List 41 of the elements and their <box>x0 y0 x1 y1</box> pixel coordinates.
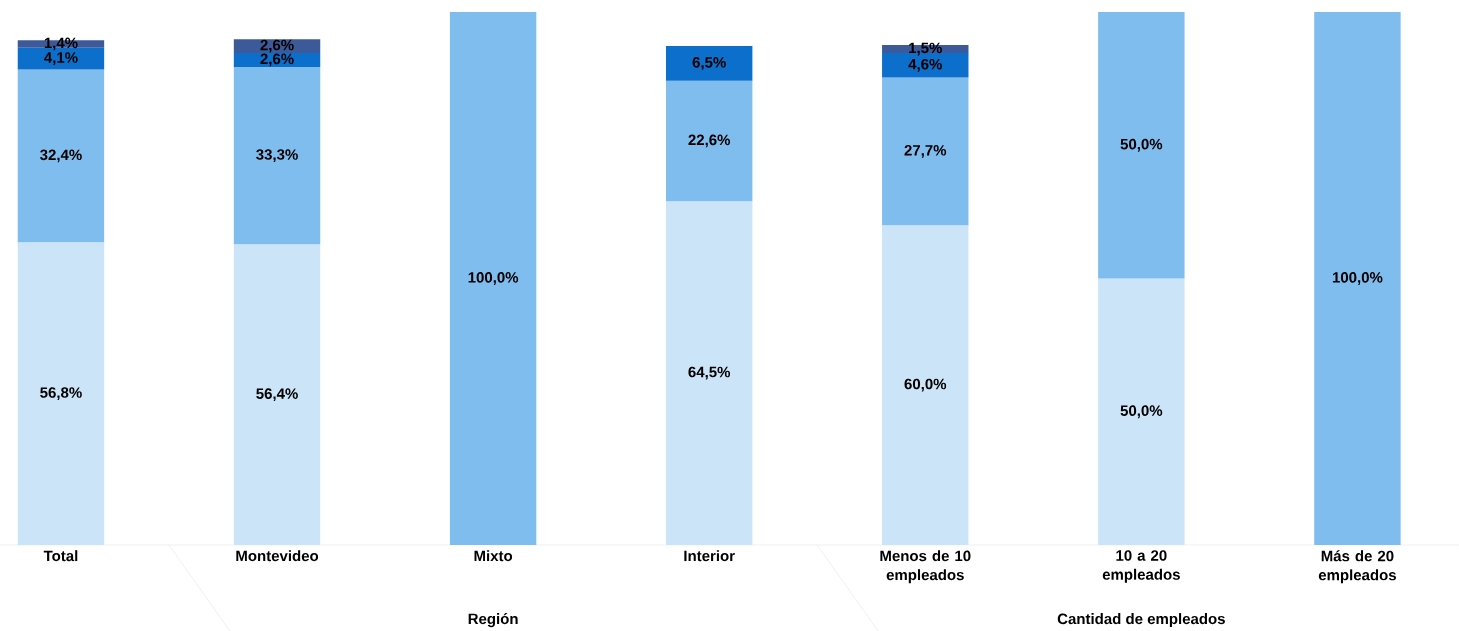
data-label: 56,8% <box>40 387 82 401</box>
bar <box>882 77 969 226</box>
data-label: 27,7% <box>904 144 947 158</box>
data-label: 60,0% <box>904 378 947 392</box>
data-label: 4,1% <box>44 52 78 66</box>
data-label: 50,0% <box>1120 138 1163 152</box>
data-label: 50,0% <box>1120 405 1163 419</box>
data-label: 100,0% <box>1332 272 1383 285</box>
data-label: 1,4% <box>44 37 78 51</box>
text: Región <box>468 612 518 628</box>
x-tick-label: 10 a 20 empleados <box>1102 550 1180 583</box>
bar <box>1098 11 1185 279</box>
x-tick-label: Mixto <box>474 550 513 562</box>
bar <box>233 244 321 545</box>
bar <box>449 11 537 545</box>
x-tick-label: Menos de 10 empleados <box>880 550 971 584</box>
data-label: 2,6% <box>260 39 294 53</box>
data-label: 64,5% <box>688 366 731 380</box>
data-label: 56,4% <box>256 388 298 402</box>
x-tick-label: Interior <box>684 550 735 562</box>
x-tick-label: Montevideo <box>236 550 319 562</box>
bar <box>665 46 753 81</box>
bar <box>665 80 753 202</box>
bar <box>17 69 105 243</box>
data-label: 33,3% <box>256 149 298 163</box>
bar <box>1314 11 1401 545</box>
text: Cantidad de empleados <box>1057 613 1225 628</box>
x-tick-label: Total <box>43 550 78 562</box>
data-label: 1,5% <box>909 42 942 56</box>
data-label: 2,6% <box>260 53 294 67</box>
bar <box>17 242 105 545</box>
data-label: 22,6% <box>688 134 731 148</box>
x-tick-label: Más de 20 empleados <box>1318 550 1396 584</box>
bar <box>665 201 753 545</box>
bar <box>882 225 969 545</box>
bar <box>1098 278 1185 545</box>
data-label: 6,5% <box>692 57 726 70</box>
data-label: 4,6% <box>908 58 942 72</box>
bar <box>233 66 321 245</box>
data-label: 32,4% <box>40 149 82 163</box>
data-label: 100,0% <box>468 272 519 285</box>
